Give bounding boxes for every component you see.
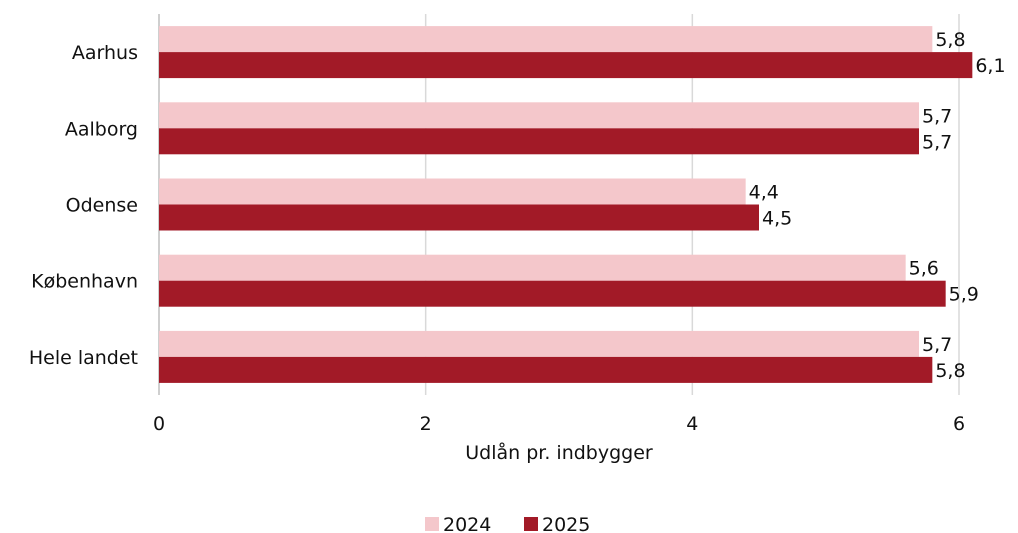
data-label-2025: 5,7 — [922, 131, 952, 153]
x-tick-label-6: 6 — [953, 413, 965, 435]
bars — [159, 26, 973, 383]
data-label-2024: 5,8 — [935, 29, 965, 51]
bar-2025 — [159, 128, 919, 155]
category-label: Aalborg — [65, 118, 138, 140]
data-label-2024: 5,6 — [909, 258, 939, 280]
x-tick-label-4: 4 — [686, 413, 698, 435]
legend: 2024 2025 — [425, 514, 590, 533]
bar-2025 — [159, 356, 933, 383]
bar-2025 — [159, 52, 973, 79]
bar-2024 — [159, 102, 919, 129]
legend-label-2025: 2025 — [542, 514, 590, 533]
bar-2024 — [159, 178, 746, 205]
data-label-2025: 5,9 — [949, 284, 979, 306]
x-tick-label-2: 2 — [420, 413, 432, 435]
category-label: Aarhus — [72, 42, 138, 64]
data-label-2024: 4,4 — [749, 182, 779, 204]
x-axis-title: Udlån pr. indbygger — [465, 441, 653, 464]
x-tick-label-0: 0 — [153, 413, 165, 435]
data-label-2024: 5,7 — [922, 105, 952, 127]
category-label: Hele landet — [29, 347, 138, 369]
x-axis-ticks: 0 2 4 6 — [153, 413, 965, 435]
bar-2024 — [159, 254, 906, 281]
category-label: Odense — [66, 195, 138, 217]
data-labels: 5,8 6,1 5,7 5,7 4,4 4,5 5,6 5,9 5,7 5,8 — [749, 29, 1006, 382]
data-label-2025: 4,5 — [762, 208, 792, 230]
category-label: København — [31, 271, 138, 293]
legend-label-2024: 2024 — [443, 514, 491, 533]
category-labels: Aarhus Aalborg Odense København Hele landet — [29, 42, 138, 369]
legend-swatch-2024 — [425, 517, 439, 531]
data-label-2025: 5,8 — [935, 360, 965, 382]
bar-2025 — [159, 204, 759, 231]
bar-2024 — [159, 26, 933, 53]
bar-2025 — [159, 280, 946, 307]
data-label-2025: 6,1 — [975, 55, 1005, 77]
data-label-2024: 5,7 — [922, 334, 952, 356]
legend-swatch-2025 — [524, 517, 538, 531]
bar-2024 — [159, 330, 919, 357]
